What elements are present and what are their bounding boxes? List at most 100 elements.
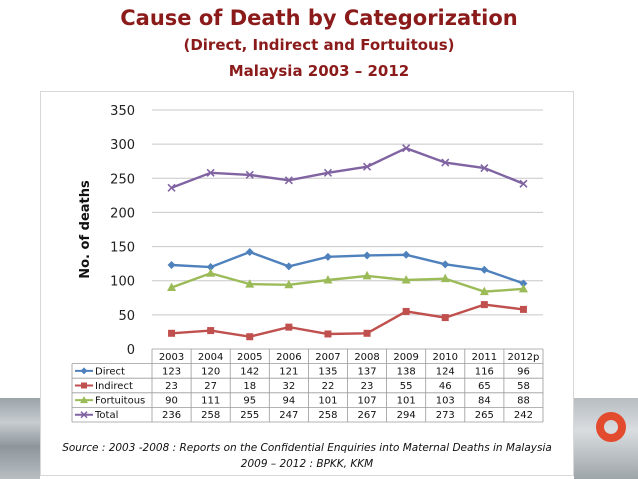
data-point xyxy=(401,275,411,284)
slide-subtitle: (Direct, Indirect and Fortuitous) xyxy=(183,36,455,54)
x-tick-label: 2010 xyxy=(433,352,458,363)
data-point xyxy=(284,279,294,289)
background-strip-left xyxy=(0,398,40,479)
data-point xyxy=(480,301,488,309)
data-table-value: 111 xyxy=(201,396,220,407)
data-table-value: 18 xyxy=(243,381,256,392)
x-tick-label: 2011 xyxy=(472,352,497,363)
legend-label: Total xyxy=(94,410,118,421)
source-note-line2: 2009 – 2012 : BPKK, KKM xyxy=(240,458,374,470)
y-tick-label: 250 xyxy=(110,172,135,187)
x-tick-label: 2008 xyxy=(354,352,379,363)
data-point xyxy=(519,279,528,288)
data-point xyxy=(402,307,410,315)
y-tick-label: 200 xyxy=(110,206,135,221)
data-point xyxy=(440,273,450,283)
data-table-value: 120 xyxy=(201,366,220,377)
legend-label: Direct xyxy=(95,366,125,377)
x-tick-label: 2004 xyxy=(198,352,223,363)
data-point xyxy=(441,158,450,167)
data-table-value: 101 xyxy=(397,396,416,407)
slide-subtitle-years: Malaysia 2003 – 2012 xyxy=(228,62,410,80)
data-point xyxy=(167,282,177,292)
legend-marker xyxy=(80,411,88,419)
data-table-value: 88 xyxy=(517,396,530,407)
data-table-value: 116 xyxy=(475,366,494,377)
data-point xyxy=(206,263,215,272)
data-table-value: 258 xyxy=(201,410,220,421)
series-line xyxy=(171,303,524,338)
data-table-value: 273 xyxy=(436,410,455,421)
y-tick-label: 350 xyxy=(110,104,135,119)
data-point xyxy=(362,270,372,280)
data-table-value: 27 xyxy=(204,381,217,392)
data-table-value: 236 xyxy=(162,410,181,421)
data-point xyxy=(519,305,527,313)
data-table-value: 23 xyxy=(361,381,374,392)
data-point xyxy=(480,265,489,274)
legend-marker xyxy=(81,382,87,389)
legend-label: Indirect xyxy=(95,381,133,392)
data-table-value: 294 xyxy=(397,410,416,421)
data-point xyxy=(245,248,254,257)
data-point xyxy=(207,327,215,335)
data-point xyxy=(402,144,411,153)
data-point xyxy=(363,329,371,337)
source-note: Source : 2003 -2008 : Reports on the Con… xyxy=(62,442,552,454)
data-point xyxy=(441,314,449,322)
data-point xyxy=(245,170,254,179)
data-table-value: 267 xyxy=(358,410,377,421)
series-line xyxy=(171,250,524,285)
series-line xyxy=(171,271,524,293)
data-table-value: 90 xyxy=(165,396,178,407)
data-table-value: 103 xyxy=(436,396,455,407)
data-table-value: 101 xyxy=(318,396,337,407)
x-tick-label: 2006 xyxy=(276,352,301,363)
data-point xyxy=(285,323,293,331)
data-point xyxy=(246,333,254,341)
x-tick-label: 2003 xyxy=(159,352,184,363)
slide-title: Cause of Death by Categorization xyxy=(120,6,518,30)
data-point xyxy=(480,163,489,173)
data-table-value: 96 xyxy=(517,366,530,377)
y-tick-label: 0 xyxy=(127,343,135,358)
y-tick-label: 150 xyxy=(110,241,135,256)
data-point xyxy=(323,275,333,284)
y-tick-label: 300 xyxy=(110,138,135,153)
data-point xyxy=(284,262,293,271)
data-point xyxy=(479,286,489,296)
data-table-value: 135 xyxy=(318,366,337,377)
x-tick-label: 2007 xyxy=(315,352,340,363)
y-tick-label: 50 xyxy=(118,309,135,324)
data-table-value: 32 xyxy=(282,381,295,392)
data-point xyxy=(206,268,216,277)
data-point xyxy=(402,250,411,259)
data-table-value: 123 xyxy=(162,366,181,377)
legend-marker xyxy=(80,367,88,375)
data-table-value: 107 xyxy=(358,396,377,407)
data-point xyxy=(323,168,333,177)
data-table-value: 94 xyxy=(282,396,295,407)
data-table-value: 124 xyxy=(436,366,455,377)
legend-label: Fortuitous xyxy=(95,396,145,407)
data-point xyxy=(518,283,528,293)
data-point xyxy=(324,330,332,338)
y-tick-label: 100 xyxy=(110,275,135,290)
data-point xyxy=(362,162,372,171)
data-table-value: 22 xyxy=(322,381,335,392)
y-axis-label: No. of deaths xyxy=(78,180,93,279)
data-table-value: 242 xyxy=(514,410,533,421)
data-table-value: 137 xyxy=(358,366,377,377)
legend-marker xyxy=(80,396,88,404)
data-table-value: 55 xyxy=(400,381,413,392)
data-table-value: 142 xyxy=(240,366,259,377)
data-point xyxy=(323,252,332,261)
data-point xyxy=(168,329,176,337)
data-table-value: 121 xyxy=(279,366,298,377)
data-point xyxy=(519,179,528,188)
data-table-value: 138 xyxy=(397,366,416,377)
series-line xyxy=(171,146,524,189)
data-point xyxy=(441,260,450,269)
x-tick-label: 2005 xyxy=(237,352,262,363)
